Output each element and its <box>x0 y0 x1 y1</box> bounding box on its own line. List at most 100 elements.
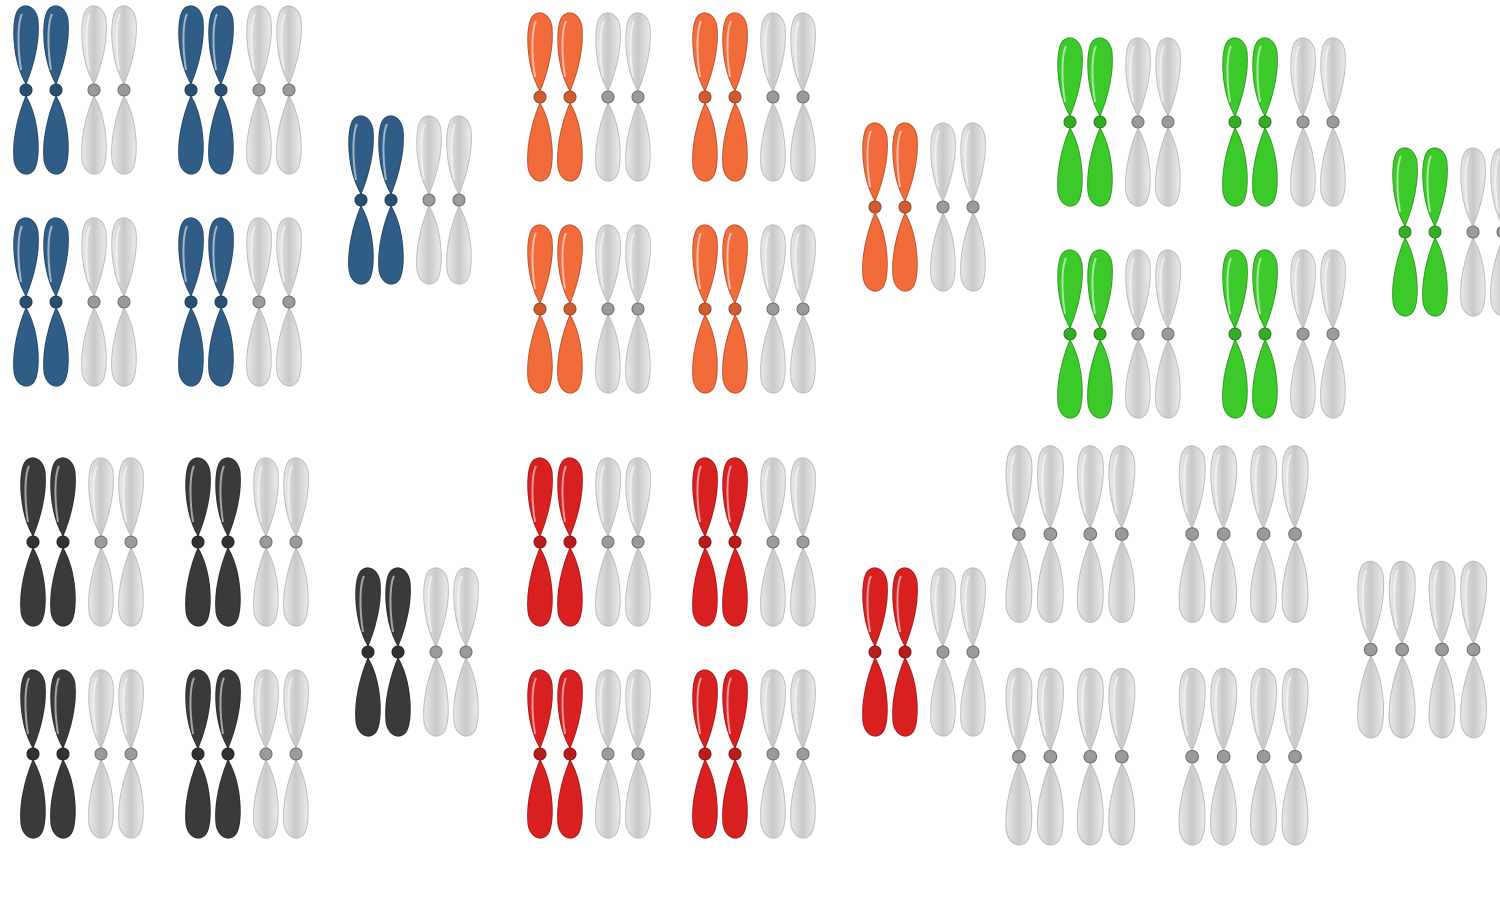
propeller-companion <box>930 122 956 292</box>
propeller-colored <box>20 457 46 627</box>
propeller-companion <box>81 217 107 387</box>
propeller-companion <box>1460 147 1486 317</box>
propeller-companion <box>246 5 272 175</box>
propeller-set <box>185 669 309 839</box>
propeller-companion <box>595 224 621 394</box>
propeller-colored <box>1422 147 1448 317</box>
propeller-colored <box>527 12 553 182</box>
propeller-set <box>527 12 651 182</box>
propeller-colored <box>348 115 374 285</box>
propeller-colored <box>378 115 404 285</box>
propeller-colored <box>13 217 39 387</box>
propeller-set <box>1057 249 1181 419</box>
propeller-companion <box>81 5 107 175</box>
propeller-set <box>13 5 137 175</box>
propeller-colored <box>1222 37 1248 207</box>
propeller-set <box>527 669 651 839</box>
propeller-companion <box>595 12 621 182</box>
propeller-companion <box>1076 667 1104 846</box>
propeller-companion <box>930 567 956 737</box>
propeller-set <box>692 669 816 839</box>
propeller-companion <box>1108 667 1136 846</box>
propeller-colored <box>185 457 211 627</box>
propeller-companion <box>960 122 986 292</box>
propeller-colored <box>692 669 718 839</box>
propeller-companion <box>1490 147 1500 316</box>
propeller-colored <box>1252 249 1278 419</box>
propeller-colored <box>722 669 748 839</box>
propeller-colored <box>722 457 748 627</box>
propeller-set <box>355 567 479 737</box>
propeller-companion <box>1155 37 1181 207</box>
propeller-colored <box>50 457 76 627</box>
propeller-companion <box>790 457 816 627</box>
propeller-set <box>1057 37 1181 207</box>
propeller-companion <box>1320 249 1346 419</box>
propeller-companion <box>1281 667 1309 846</box>
blue-set-group <box>13 5 472 387</box>
propeller-companion <box>1281 445 1309 623</box>
propeller-set <box>862 567 986 737</box>
propeller-colored <box>1388 560 1416 739</box>
propeller-companion <box>416 115 442 285</box>
propeller-companion <box>1125 249 1151 419</box>
propeller-colored <box>1210 667 1238 846</box>
propeller-companion <box>253 669 279 839</box>
propeller-companion <box>283 669 309 839</box>
propeller-set <box>178 5 302 175</box>
propeller-set <box>20 457 144 627</box>
propeller-set <box>1222 37 1346 207</box>
propeller-companion <box>760 457 786 627</box>
propeller-colored <box>1252 37 1278 207</box>
propeller-colored <box>20 669 46 839</box>
propeller-colored <box>892 567 918 737</box>
propeller-set <box>527 224 651 394</box>
propeller-companion <box>1250 667 1278 846</box>
propeller-companion <box>760 669 786 839</box>
propeller-companion <box>1250 445 1278 623</box>
propeller-companion <box>1290 37 1316 207</box>
propeller-set <box>1178 667 1309 846</box>
propeller-colored <box>722 12 748 182</box>
black-set-group <box>20 457 479 839</box>
propeller-companion <box>118 669 144 839</box>
propeller-colored <box>1392 147 1418 317</box>
clear-set-group <box>1005 445 1488 846</box>
propeller-companion <box>625 224 651 394</box>
orange-set-group <box>527 12 986 394</box>
propeller-companion <box>1125 37 1151 207</box>
red-set-group <box>527 457 986 839</box>
propeller-colored <box>692 12 718 182</box>
propeller-companion <box>760 224 786 394</box>
propeller-set <box>178 217 302 387</box>
propeller-colored <box>527 224 553 394</box>
propeller-companion <box>118 457 144 627</box>
propeller-companion <box>960 567 986 737</box>
propeller-set <box>1222 249 1346 419</box>
propeller-colored <box>862 122 888 292</box>
propeller-colored <box>557 669 583 839</box>
propeller-colored <box>208 217 234 387</box>
propeller-companion <box>1460 560 1488 739</box>
propeller-colored <box>527 669 553 839</box>
propeller-colored <box>862 567 888 737</box>
propeller-companion <box>246 217 272 387</box>
propeller-set <box>862 122 986 292</box>
propeller-colored <box>1087 249 1113 419</box>
propeller-set <box>20 669 144 839</box>
propeller-colored <box>1057 249 1083 419</box>
propeller-set <box>348 115 472 285</box>
propeller-colored <box>355 567 381 737</box>
propeller-colored <box>215 457 241 627</box>
propeller-colored <box>1210 445 1238 623</box>
propeller-colored <box>1005 667 1033 846</box>
propeller-colored <box>1087 37 1113 207</box>
propeller-set <box>692 12 816 182</box>
propeller-companion <box>595 457 621 627</box>
propeller-set <box>1357 560 1488 739</box>
propeller-colored <box>1357 560 1385 739</box>
propeller-companion <box>88 457 114 627</box>
propeller-colored <box>1036 445 1064 623</box>
